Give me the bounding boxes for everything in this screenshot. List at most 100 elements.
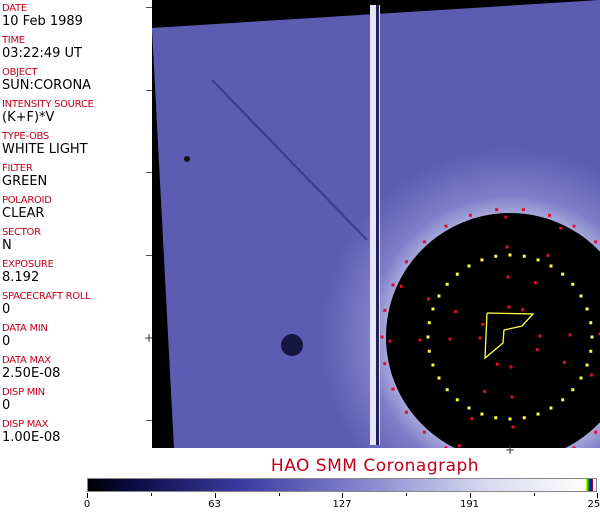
field-disp-min: DISP MIN 0 [2, 387, 45, 413]
grid-dot [538, 334, 542, 338]
grid-dot [467, 264, 471, 268]
grid-dot [431, 307, 435, 311]
grid-dot [508, 253, 512, 257]
grid-dot [404, 260, 408, 264]
grid-dot [383, 308, 387, 312]
field-value: (K+F)*V [2, 110, 55, 125]
field-polaroid: POLAROID CLEAR [2, 195, 52, 221]
grid-dot [444, 446, 448, 448]
field-label: DISP MAX [2, 419, 49, 430]
colorbar-tick [469, 493, 471, 498]
field-type-obs: TYPE-OBS WHITE LIGHT [2, 131, 88, 157]
grid-dot [511, 425, 515, 429]
grid-dot [383, 362, 387, 366]
field-spacecraft-roll: SPACECRAFT ROLL 0 [2, 291, 91, 317]
grid-dot [494, 416, 498, 420]
occulter-pylon-shadow [211, 79, 368, 241]
field-object: OBJECT SUN:CORONA [2, 67, 91, 93]
grid-dot [549, 264, 553, 268]
field-value: 0 [2, 302, 11, 317]
grid-dot [509, 365, 513, 369]
grid-dot [426, 335, 430, 339]
axis-tick [146, 172, 152, 173]
grid-dot [431, 363, 435, 367]
grid-dot [521, 208, 525, 212]
field-disp-max: DISP MAX 1.00E-08 [2, 419, 60, 445]
grid-dot [391, 283, 395, 287]
field-filter: FILTER GREEN [2, 163, 47, 189]
field-value: 03:22:49 UT [2, 46, 82, 61]
field-value: 0 [2, 334, 11, 349]
grid-dot [418, 338, 422, 342]
grid-dot [448, 337, 452, 341]
grid-dot [426, 297, 430, 301]
field-label: DATA MAX [2, 355, 51, 366]
grid-dot [533, 281, 537, 285]
grid-dot [590, 373, 594, 377]
grid-dot [536, 412, 540, 416]
grid-dot [470, 417, 474, 421]
grid-dot [454, 310, 458, 314]
grid-dot [579, 376, 583, 380]
grid-dot [455, 398, 459, 402]
field-label: EXPOSURE [2, 259, 54, 270]
grid-dot [546, 253, 550, 257]
grid-dot [521, 308, 525, 312]
grid-dot [445, 388, 449, 392]
grid-dot [571, 388, 575, 392]
grid-dot [445, 282, 449, 286]
grid-dot [399, 284, 403, 288]
colorbar-minor-tick [533, 493, 535, 496]
grid-dot [437, 294, 441, 298]
grid-dot [559, 226, 563, 230]
grid-dot [579, 294, 583, 298]
axis-tick [146, 90, 152, 91]
axis-tick [146, 420, 152, 421]
image-title: HAO SMM Coronagraph [270, 456, 480, 476]
colorbar-tick [342, 493, 343, 498]
field-value: WHITE LIGHT [2, 142, 88, 157]
dark-spot [281, 334, 303, 356]
grid-dot [505, 245, 509, 249]
field-value: 10 Feb 1989 [2, 14, 83, 29]
field-data-max: DATA MAX 2.50E-08 [2, 355, 60, 381]
grid-dot [480, 258, 484, 262]
grid-dot [506, 275, 510, 279]
grid-dot [572, 224, 576, 228]
grid-dot [437, 376, 441, 380]
crosshair-icon: + [505, 443, 516, 457]
field-value: 1.00E-08 [2, 430, 61, 445]
grid-dot [522, 416, 526, 420]
grid-dot [568, 333, 572, 337]
grid-dot [536, 258, 540, 262]
colorbar-tick [597, 493, 598, 498]
field-value: GREEN [2, 174, 48, 189]
grid-dot [508, 417, 512, 421]
colorbar-minor-tick [278, 493, 280, 496]
field-label: SECTOR [2, 227, 41, 238]
grid-dot [585, 307, 589, 311]
field-label: INTENSITY SOURCE [2, 99, 94, 110]
colorbar-tick-label: 191 [459, 499, 480, 510]
grid-dot [572, 446, 576, 448]
vertical-band [370, 5, 380, 445]
field-label: DISP MIN [2, 387, 45, 398]
grid-dot [404, 410, 408, 414]
grid-dot [427, 349, 431, 353]
field-time: TIME 03:22:49 UT [2, 35, 82, 61]
grid-dot [549, 406, 553, 410]
crosshair-icon: + [144, 331, 155, 345]
field-label: TIME [2, 35, 25, 46]
field-label: FILTER [2, 163, 33, 174]
grid-dot [589, 321, 593, 325]
grid-dot [481, 322, 485, 326]
field-value: N [2, 238, 12, 253]
grid-overlay [380, 208, 600, 448]
field-value: SUN:CORONA [2, 78, 92, 93]
color-bar [87, 478, 597, 492]
field-label: POLAROID [2, 195, 52, 206]
grid-dot [562, 360, 566, 364]
colorbar-tick-label: 255 [587, 499, 600, 510]
grid-dot [561, 272, 565, 276]
grid-dot [483, 389, 487, 393]
